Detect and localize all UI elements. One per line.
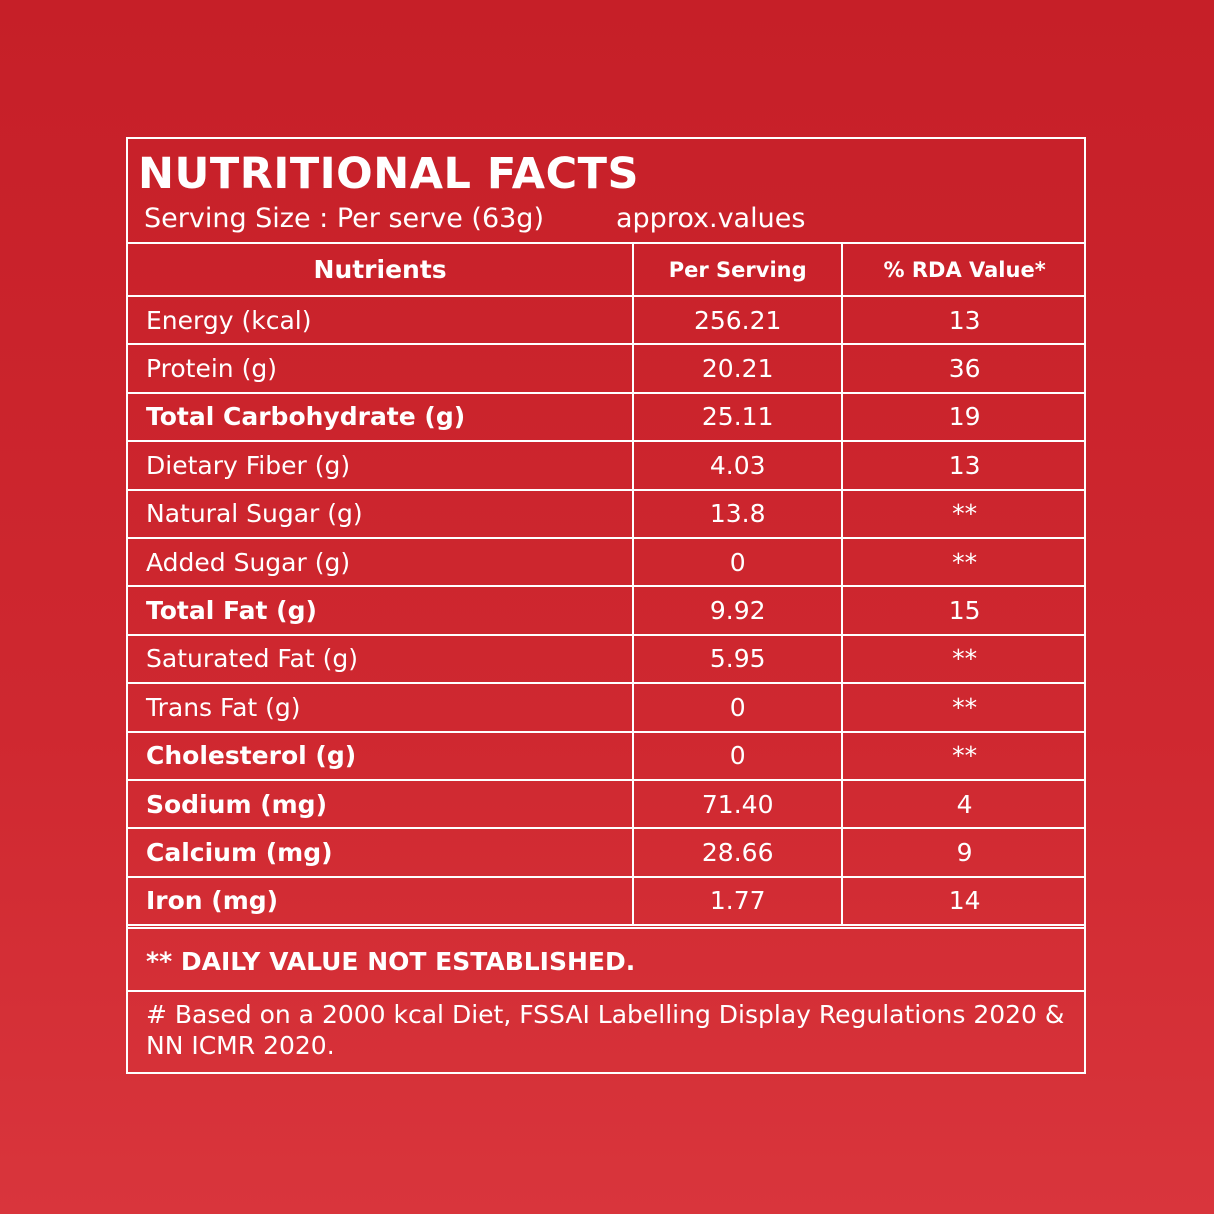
- rda-value: 9: [841, 827, 1086, 878]
- nutrient-name: Calcium (mg): [128, 827, 635, 878]
- per-serving: 0: [632, 730, 844, 781]
- nutrient-name: Natural Sugar (g): [128, 488, 635, 539]
- per-serving: 13.8: [632, 488, 844, 539]
- nutrient-row: Sodium (mg) 71.40 4: [128, 778, 1086, 830]
- nutrient-name: Iron (mg): [128, 875, 635, 927]
- nutrient-row: Cholesterol (g) 0 **: [128, 730, 1086, 781]
- rda-value: **: [841, 488, 1086, 539]
- nutrient-row: Trans Fat (g) 0 **: [128, 682, 1086, 733]
- rda-value: 19: [841, 391, 1086, 443]
- rda-value: 13: [841, 294, 1086, 346]
- rda-value: **: [841, 730, 1086, 781]
- rda-value: 36: [841, 343, 1086, 394]
- column-header: Nutrients: [128, 242, 635, 297]
- nutrient-name: Total Fat (g): [128, 585, 635, 636]
- per-serving: 71.40: [632, 778, 844, 830]
- per-serving: 20.21: [632, 343, 844, 394]
- nutrient-name: Saturated Fat (g): [128, 633, 635, 685]
- nutrition-table: Nutrients Per Serving% RDA Value* Energy (…: [128, 242, 1086, 927]
- nutrient-row: Total Carbohydrate (g) 25.11 19: [128, 391, 1086, 443]
- column-header: % RDA Value*: [841, 242, 1086, 297]
- rda-value: 13: [841, 440, 1086, 491]
- per-serving: 28.66: [632, 827, 844, 878]
- per-serving: 0: [632, 682, 844, 733]
- nutrient-name: Total Carbohydrate (g): [128, 391, 635, 443]
- nutrient-name: Energy (kcal): [128, 294, 635, 346]
- per-serving: 9.92: [632, 585, 844, 636]
- nutrient-row: Natural Sugar (g) 13.8 **: [128, 488, 1086, 539]
- nutrition-panel: NUTRITIONAL FACTS Serving Size : Per ser…: [126, 137, 1086, 1074]
- nutrient-name: Trans Fat (g): [128, 682, 635, 733]
- rda-value: 4: [841, 778, 1086, 830]
- rda-value: **: [841, 633, 1086, 685]
- nutrient-row: Energy (kcal) 256.21 13: [128, 294, 1086, 346]
- per-serving: 256.21: [632, 294, 844, 346]
- nutrient-name: Cholesterol (g): [128, 730, 635, 781]
- nutrient-row: Dietary Fiber (g) 4.03 13: [128, 440, 1086, 491]
- nutrient-name: Protein (g): [128, 343, 635, 394]
- nutrient-row: Total Fat (g) 9.92 15: [128, 585, 1086, 636]
- header-row: Nutrients Per Serving% RDA Value*: [128, 242, 1086, 297]
- footnote: # Based on a 2000 kcal Diet, FSSAI Label…: [146, 1000, 1065, 1060]
- nutrient-name: Dietary Fiber (g): [128, 440, 635, 491]
- nutrient-name: Sodium (mg): [128, 778, 635, 830]
- nutrient-row: Iron (mg) 1.77 14: [128, 875, 1086, 927]
- nutrient-row: Protein (g) 20.21 36: [128, 343, 1086, 394]
- per-serving: 0: [632, 536, 844, 588]
- title: NUTRITIONAL FACTS: [138, 149, 639, 199]
- nutrient-name: Added Sugar (g): [128, 536, 635, 588]
- per-serving: 4.03: [632, 440, 844, 491]
- column-header: Per Serving: [632, 242, 844, 297]
- nutrient-row: Added Sugar (g) 0 **: [128, 536, 1086, 588]
- rda-value: **: [841, 536, 1086, 588]
- approx-note: approx.values: [616, 203, 806, 234]
- per-serving: 25.11: [632, 391, 844, 443]
- per-serving: 5.95: [632, 633, 844, 685]
- per-serving: 1.77: [632, 875, 844, 927]
- nutrient-row: Saturated Fat (g) 5.95 **: [128, 633, 1086, 685]
- nutrient-row: Calcium (mg) 28.66 9: [128, 827, 1086, 878]
- rda-value: 14: [841, 875, 1086, 927]
- serving-size: Serving Size : Per serve (63g): [144, 203, 544, 234]
- rda-value: **: [841, 682, 1086, 733]
- footnote: ** DAILY VALUE NOT ESTABLISHED.: [128, 927, 1086, 992]
- rda-value: 15: [841, 585, 1086, 636]
